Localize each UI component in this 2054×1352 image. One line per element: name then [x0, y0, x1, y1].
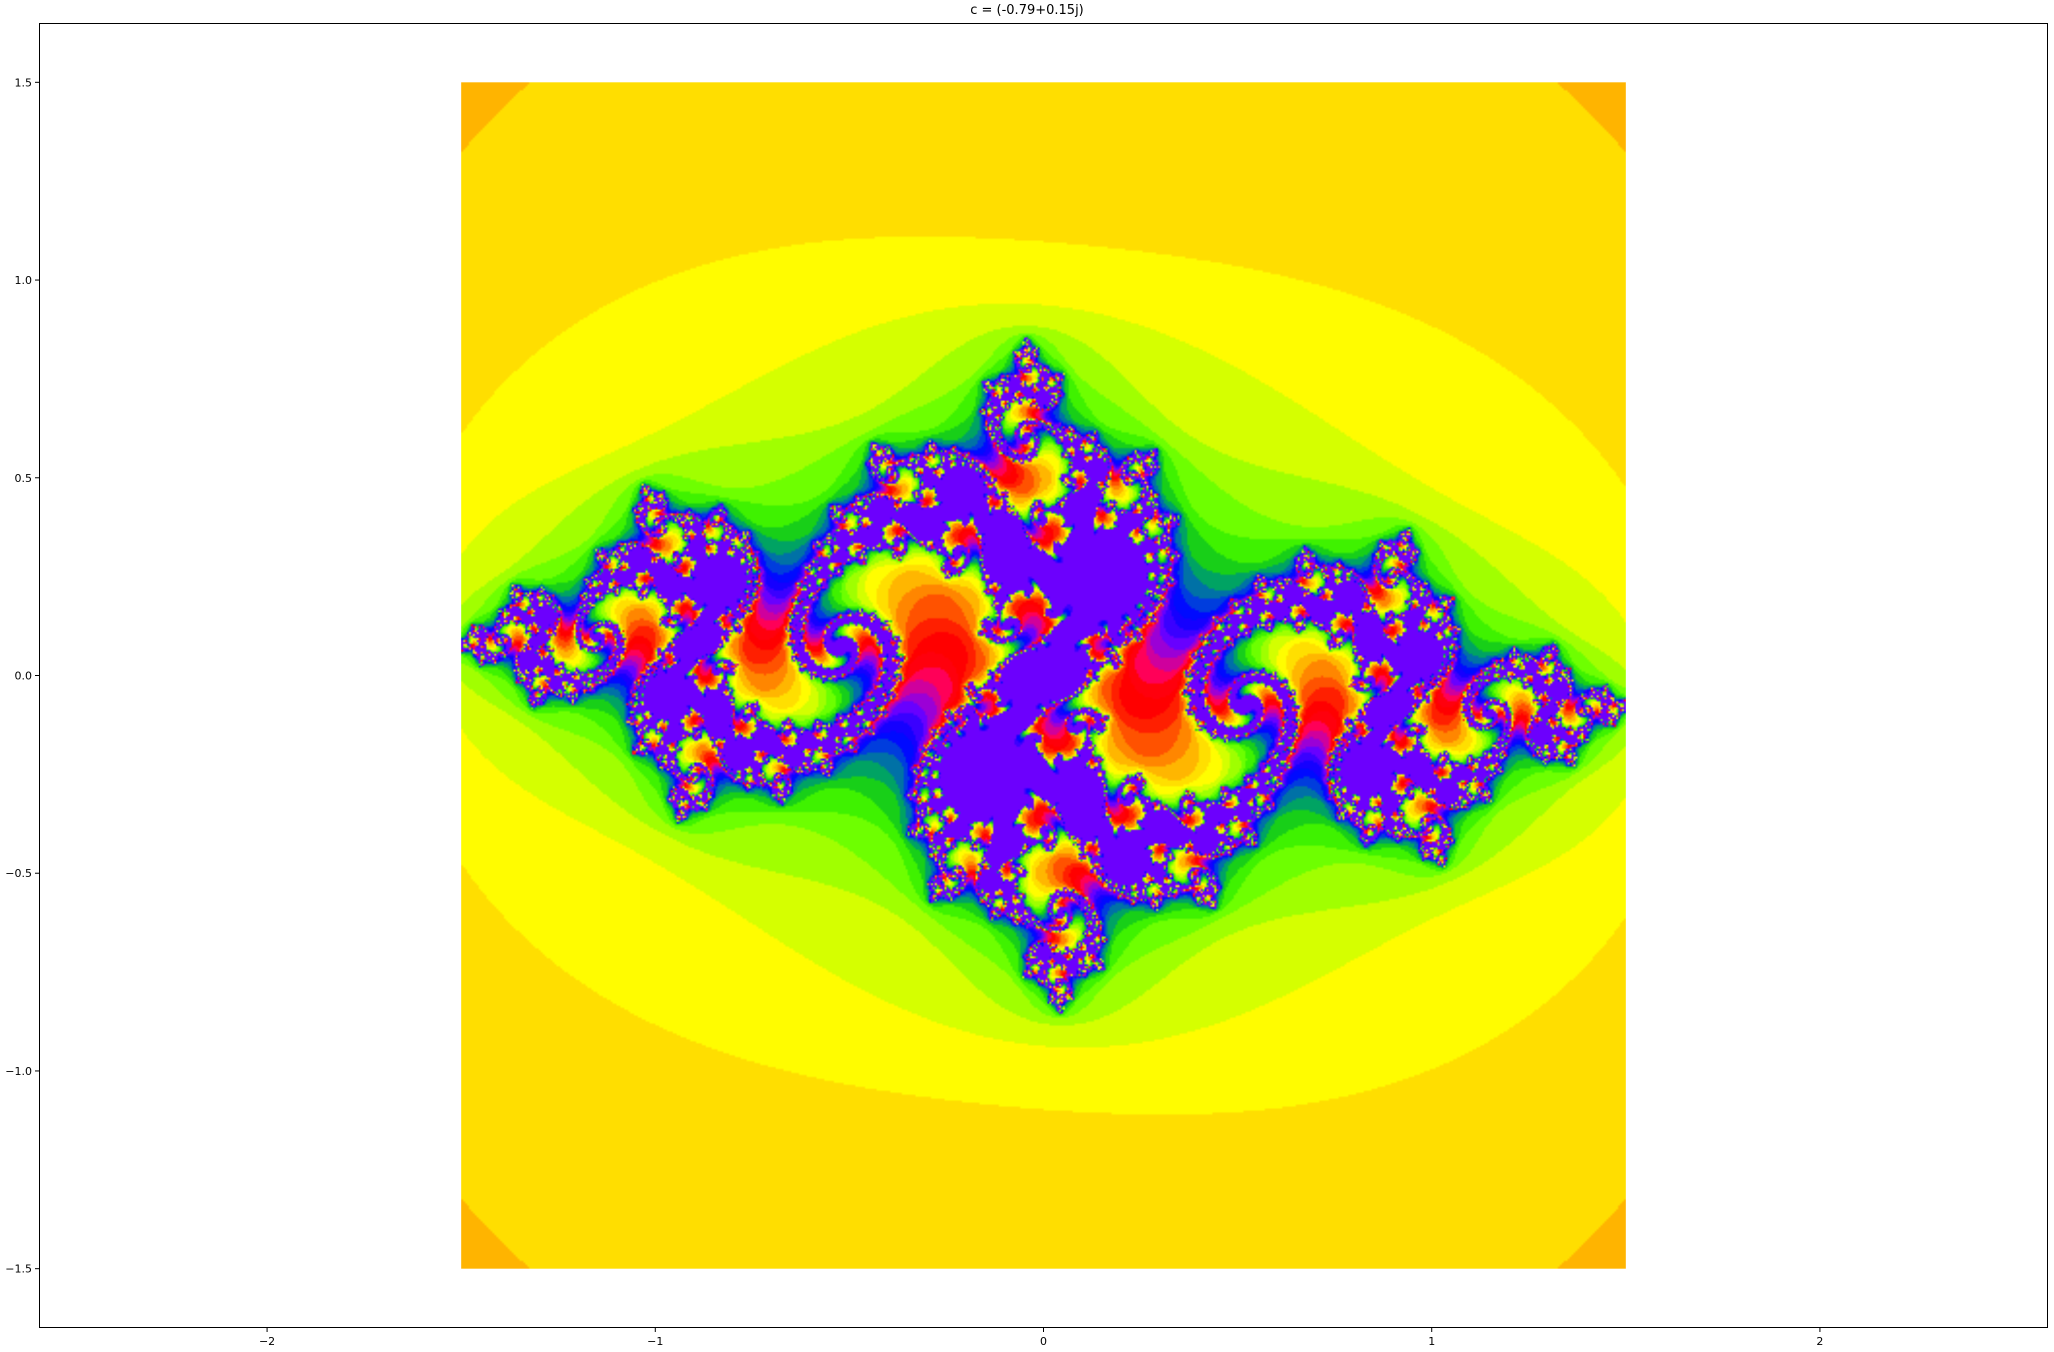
y-tick-label: −1.0: [5, 1065, 32, 1078]
y-tick-label: 0.0: [15, 670, 33, 683]
x-axis: −2 −1 0 1 2: [259, 1328, 1823, 1348]
y-axis: 1.5 1.0 0.5 0.0 −0.5 −1.0 −1.5: [5, 76, 39, 1276]
y-tick-label: 0.5: [15, 472, 33, 485]
y-tick-label: 1.0: [15, 274, 33, 287]
x-tick-label: 2: [1816, 1335, 1823, 1348]
x-tick-label: 1: [1428, 1335, 1435, 1348]
y-tick-label: −0.5: [5, 867, 32, 880]
x-tick-label: −2: [259, 1335, 275, 1348]
chart-title: c = (-0.79+0.15j): [970, 3, 1084, 18]
julia-set-image: [461, 82, 1626, 1269]
x-tick-label: 0: [1040, 1335, 1047, 1348]
x-tick-label: −1: [647, 1335, 663, 1348]
y-tick-label: −1.5: [5, 1263, 32, 1276]
axes-frame: [39, 23, 2048, 1328]
y-tick-label: 1.5: [15, 76, 33, 89]
